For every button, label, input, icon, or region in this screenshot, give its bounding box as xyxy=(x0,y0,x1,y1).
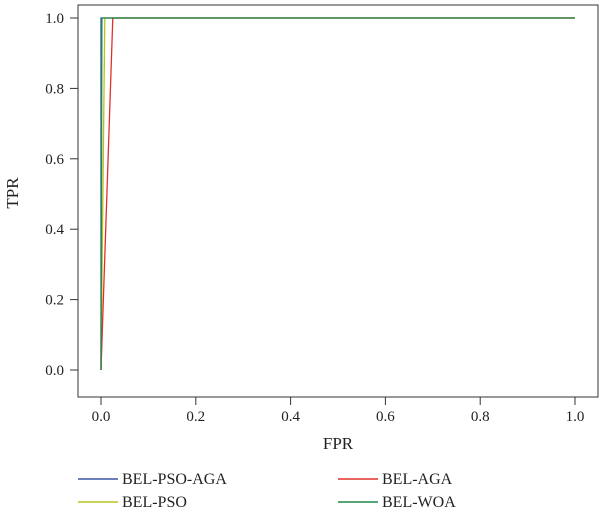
legend-label: BEL-AGA xyxy=(382,471,453,488)
x-axis: 0.0 0.2 0.4 0.6 0.8 1.0 xyxy=(92,397,585,425)
y-axis: 0.0 0.2 0.4 0.6 0.8 1.0 xyxy=(45,11,78,379)
series-line-bel-pso xyxy=(100,17,575,371)
legend-label: BEL-WOA xyxy=(382,494,456,511)
y-tick-label: 0.6 xyxy=(45,152,64,168)
series-line-bel-pso-aga xyxy=(100,17,575,370)
y-tick-label: 0.2 xyxy=(45,293,64,309)
legend-label: BEL-PSO xyxy=(122,494,187,511)
x-tick-label: 0.4 xyxy=(281,409,300,425)
legend-label: BEL-PSO-AGA xyxy=(122,471,227,488)
x-tick-label: 0.8 xyxy=(471,409,490,425)
x-tick-label: 0.6 xyxy=(376,409,395,425)
series-lines xyxy=(100,17,575,371)
y-tick-label: 1.0 xyxy=(45,11,64,27)
series-line-bel-aga xyxy=(100,17,575,371)
x-tick-label: 1.0 xyxy=(566,409,585,425)
series-line-bel-woa xyxy=(100,17,575,371)
y-tick-label: 0.4 xyxy=(45,222,64,238)
y-tick-label: 0.8 xyxy=(45,81,64,97)
y-tick-label: 0.0 xyxy=(45,363,64,379)
x-tick-label: 0.0 xyxy=(92,409,111,425)
x-axis-label: FPR xyxy=(323,434,354,453)
legend: BEL-PSO-AGA BEL-PSO BEL-AGA BEL-WOA xyxy=(78,471,456,511)
x-tick-label: 0.2 xyxy=(186,409,205,425)
y-axis-label: TPR xyxy=(3,177,22,209)
plot-frame xyxy=(77,4,599,398)
